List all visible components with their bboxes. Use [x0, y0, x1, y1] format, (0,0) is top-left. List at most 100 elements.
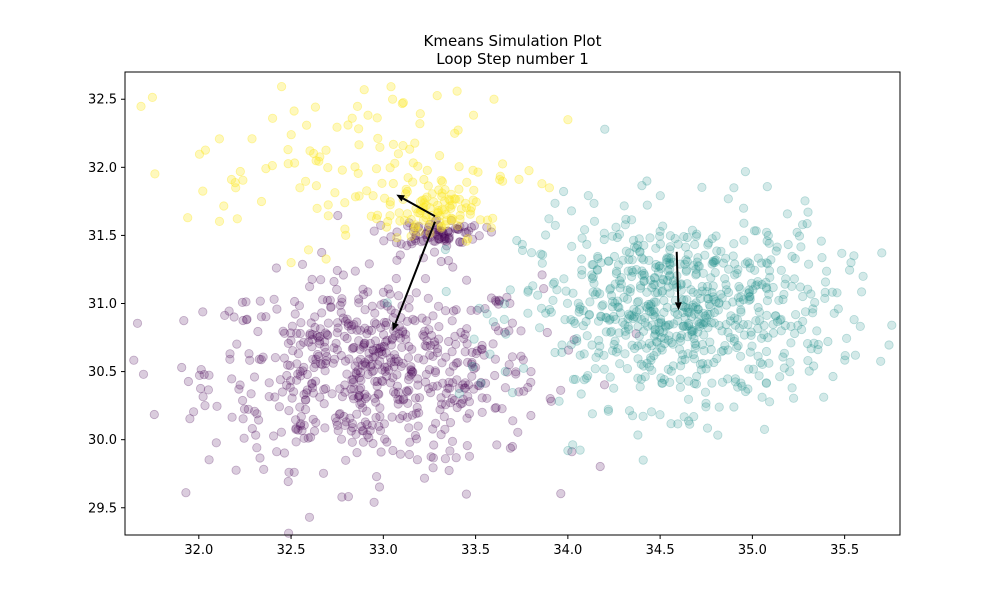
scatter-point — [708, 256, 718, 266]
scatter-point — [235, 166, 245, 177]
scatter-point — [750, 265, 760, 275]
scatter-point — [354, 298, 364, 308]
scatter-point — [681, 255, 691, 265]
scatter-point — [683, 349, 693, 359]
scatter-point — [589, 216, 600, 226]
data-points — [129, 82, 897, 538]
scatter-point — [289, 296, 300, 307]
scatter-point — [746, 278, 757, 288]
scatter-point — [353, 365, 363, 376]
scatter-point — [326, 302, 336, 312]
scatter-point — [622, 285, 633, 295]
scatter-point — [877, 248, 887, 258]
scatter-point — [706, 318, 717, 328]
scatter-point — [673, 239, 683, 249]
scatter-point — [475, 215, 485, 225]
scatter-point — [224, 306, 234, 316]
scatter-point — [337, 492, 347, 502]
scatter-point — [362, 186, 372, 196]
scatter-point — [682, 256, 692, 267]
scatter-point — [844, 265, 855, 275]
scatter-point — [408, 222, 419, 232]
scatter-point — [369, 226, 379, 236]
scatter-point — [661, 322, 671, 332]
scatter-point — [548, 279, 558, 289]
scatter-point — [447, 200, 457, 210]
scatter-point — [788, 393, 799, 403]
scatter-point — [239, 404, 250, 414]
x-tick-label: 32.0 — [184, 543, 213, 558]
scatter-point — [326, 302, 336, 312]
scatter-point — [622, 294, 633, 304]
scatter-point — [747, 341, 757, 351]
scatter-point — [761, 282, 771, 292]
scatter-point — [584, 309, 595, 320]
scatter-point — [689, 325, 699, 335]
scatter-point — [620, 349, 630, 359]
scatter-point — [381, 317, 391, 328]
scatter-point — [717, 293, 727, 303]
scatter-point — [787, 251, 797, 261]
scatter-point — [445, 367, 455, 377]
scatter-point — [776, 265, 786, 275]
scatter-point — [808, 304, 818, 314]
scatter-point — [699, 330, 709, 340]
scatter-point — [318, 295, 328, 305]
scatter-point — [606, 290, 617, 301]
scatter-point — [320, 347, 331, 357]
scatter-point — [394, 329, 404, 339]
scatter-point — [732, 315, 743, 325]
scatter-point — [261, 312, 271, 322]
scatter-point — [677, 355, 687, 365]
scatter-point — [296, 411, 306, 422]
scatter-point — [332, 420, 342, 430]
scatter-point — [592, 265, 602, 275]
scatter-point — [655, 226, 665, 236]
scatter-point — [276, 427, 286, 437]
scatter-point — [426, 330, 437, 341]
scatter-point — [624, 309, 634, 319]
scatter-point — [424, 324, 434, 335]
scatter-point — [541, 308, 551, 318]
scatter-point — [461, 275, 472, 285]
scatter-point — [679, 295, 689, 305]
scatter-point — [267, 161, 277, 171]
scatter-point — [533, 290, 543, 300]
scatter-point — [793, 320, 803, 330]
scatter-point — [537, 179, 547, 189]
scatter-point — [340, 198, 350, 208]
scatter-point — [333, 426, 343, 436]
scatter-point — [640, 318, 650, 328]
scatter-point — [796, 324, 807, 335]
scatter-point — [748, 285, 758, 295]
scatter-point — [615, 283, 625, 293]
scatter-point — [849, 314, 859, 325]
scatter-point — [293, 349, 304, 359]
scatter-point — [745, 263, 756, 273]
scatter-point — [768, 282, 778, 293]
scatter-point — [645, 233, 655, 243]
scatter-point — [325, 295, 335, 305]
scatter-point — [588, 272, 598, 282]
scatter-point — [739, 235, 749, 245]
scatter-point — [434, 234, 444, 244]
y-tick-label: 32.0 — [88, 161, 117, 176]
scatter-point — [385, 197, 395, 207]
scatter-point — [425, 340, 436, 351]
scatter-point — [705, 309, 715, 320]
scatter-point — [434, 228, 444, 238]
scatter-point — [311, 354, 321, 364]
scatter-point — [428, 424, 438, 434]
scatter-point — [682, 295, 692, 305]
scatter-point — [227, 412, 237, 422]
scatter-point — [790, 254, 800, 264]
scatter-point — [709, 357, 719, 368]
scatter-point — [387, 94, 398, 104]
scatter-point — [858, 271, 868, 281]
scatter-point — [305, 330, 315, 340]
scatter-point — [726, 311, 736, 321]
scatter-point — [711, 296, 721, 307]
scatter-point — [311, 417, 321, 428]
scatter-point — [433, 234, 443, 244]
